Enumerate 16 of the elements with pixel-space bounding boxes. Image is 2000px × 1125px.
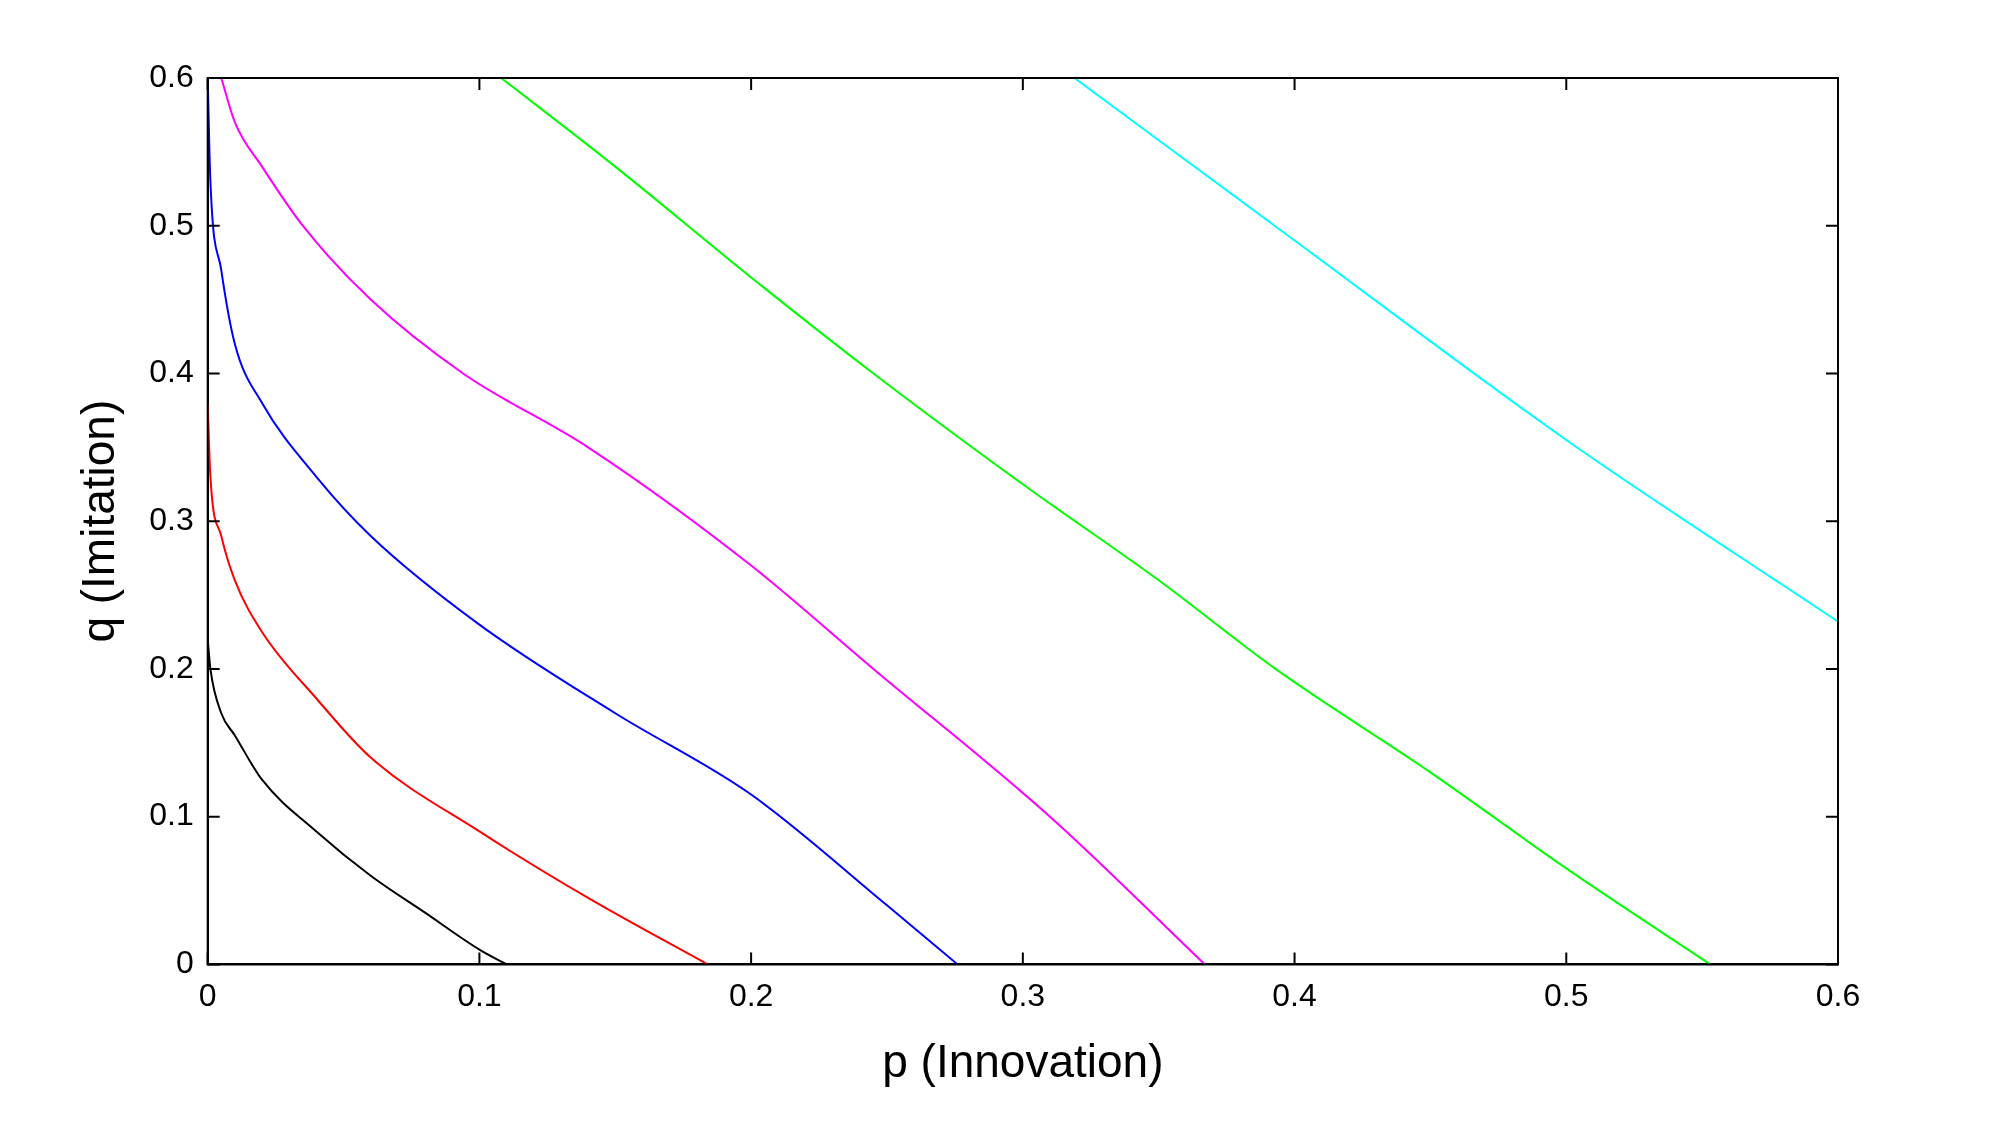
y-tick-label: 0.5 [149, 205, 194, 242]
y-tick-label: 0.6 [149, 57, 194, 94]
x-tick-label: 0.5 [1544, 977, 1589, 1014]
x-tick-label: 0 [198, 977, 217, 1014]
x-tick-label: 0.4 [1272, 977, 1317, 1014]
x-tick-label: 0.1 [457, 977, 502, 1014]
y-tick-label: 0.1 [149, 796, 194, 833]
y-tick-label: 0 [175, 944, 194, 981]
y-tick-label: 0.3 [149, 501, 194, 538]
x-tick-label: 0.3 [1000, 977, 1046, 1014]
x-tick-label: 0.2 [728, 977, 774, 1014]
y-tick-label: 0.2 [149, 648, 194, 685]
y-axis-title: q (Imitation) [72, 399, 125, 643]
x-tick-label: 0.6 [1815, 977, 1861, 1014]
y-tick-label: 0.4 [149, 353, 194, 390]
x-axis-title: p (Innovation) [882, 1035, 1164, 1088]
